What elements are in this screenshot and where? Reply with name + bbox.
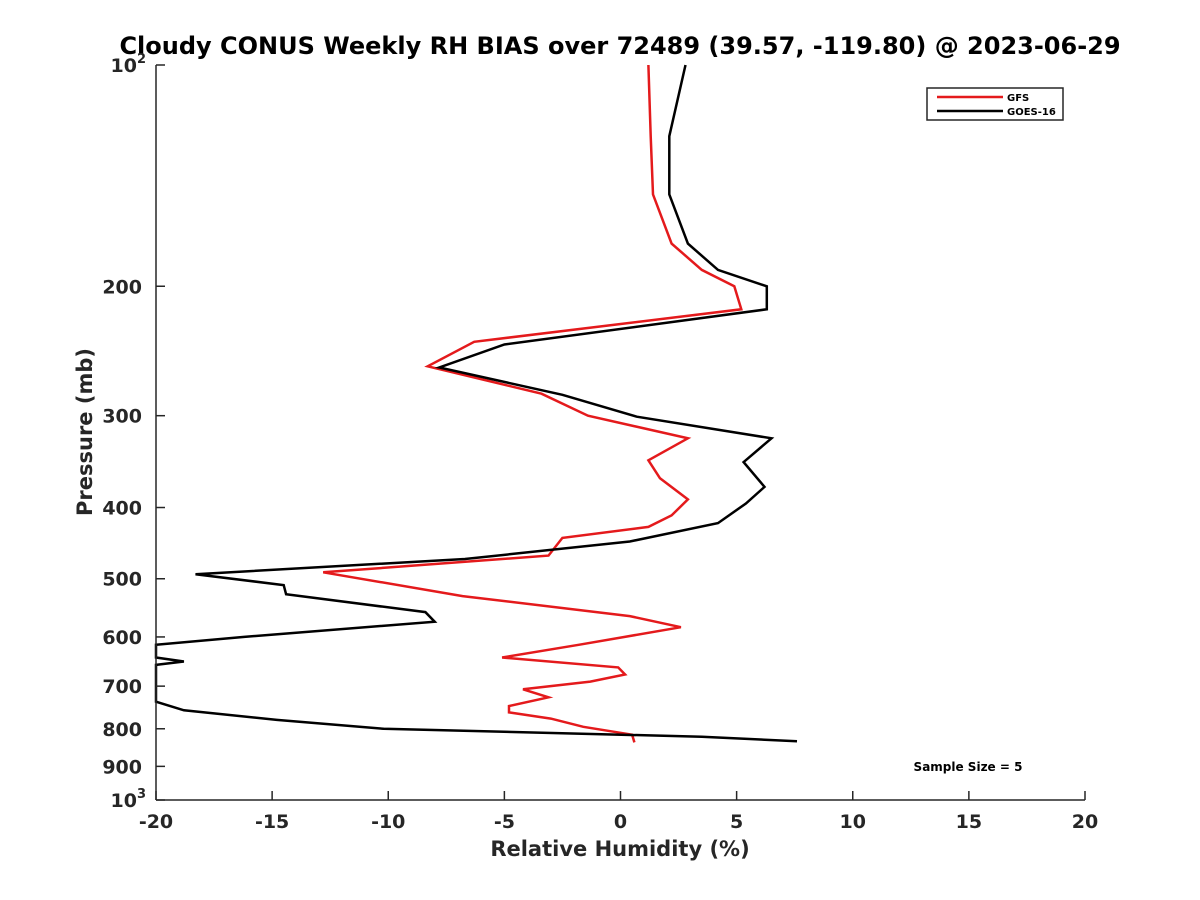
y-tick-label: 102 [111, 52, 147, 77]
y-axis-label: Pressure (mb) [73, 348, 97, 516]
x-tick-label: 15 [956, 811, 982, 833]
y-tick-label: 600 [102, 627, 142, 649]
y-tick-label: 300 [102, 406, 142, 428]
x-tick-label: 10 [840, 811, 866, 833]
y-tick-label: 103 [111, 787, 147, 812]
x-axis-label: Relative Humidity (%) [490, 837, 749, 861]
legend-label-gfs: GFS [1007, 93, 1029, 104]
y-tick-label: 900 [102, 756, 142, 778]
y-tick-label: 200 [102, 276, 142, 298]
y-tick-label: 800 [102, 719, 142, 741]
x-ticks: -20 -15 -10 -5 0 5 10 15 20 [139, 791, 1098, 833]
x-tick-label: 20 [1072, 811, 1098, 833]
y-tick-label: 500 [102, 569, 142, 591]
y-ticks: 102 200 300 400 500 600 700 800 900 103 [102, 52, 165, 812]
x-tick-label: 0 [614, 811, 627, 833]
x-tick-label: -10 [371, 811, 405, 833]
y-tick-label: 400 [102, 498, 142, 520]
x-tick-label: -15 [255, 811, 289, 833]
x-tick-label: 5 [730, 811, 743, 833]
series-line-gfs [322, 64, 743, 743]
chart-title: Cloudy CONUS Weekly RH BIAS over 72489 (… [119, 32, 1120, 60]
sample-size-annotation: Sample Size = 5 [914, 760, 1023, 774]
axes-background [156, 65, 1085, 800]
y-tick-label: 700 [102, 676, 142, 698]
legend-box [926, 87, 1064, 121]
x-tick-label: -5 [494, 811, 515, 833]
x-tick-label: -20 [139, 811, 173, 833]
plot-area [156, 65, 1085, 800]
legend-label-goes-16: GOES-16 [1007, 107, 1056, 118]
legend: GFS GOES-16 [926, 87, 1064, 121]
